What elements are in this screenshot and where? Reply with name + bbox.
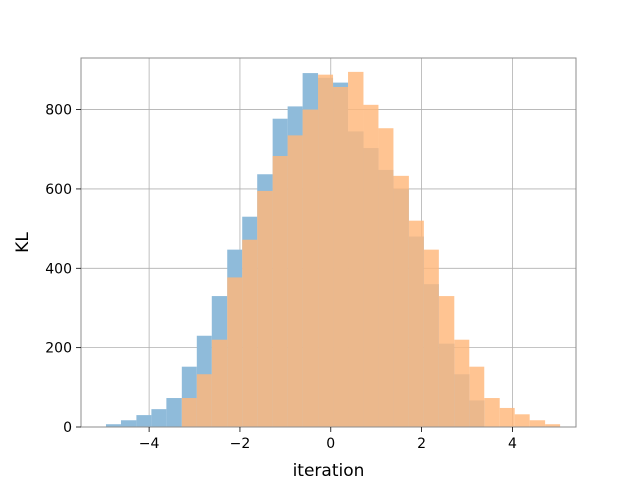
histogram-bar (196, 374, 212, 427)
y-tick-label: 200 (45, 341, 72, 357)
plot-frame (80, 57, 577, 428)
axis-ticks: −4 −2 0 2 4 0 200 400 600 800 (45, 103, 517, 452)
histogram-bar (393, 175, 409, 427)
y-tick-label: 400 (45, 261, 72, 277)
histogram-bar (363, 104, 379, 428)
histogram-bar (272, 156, 288, 427)
histogram-bar (211, 339, 228, 427)
histogram-series-2 (181, 71, 561, 428)
x-axis-label: iteration (293, 461, 365, 480)
y-tick-label: 800 (45, 103, 72, 119)
x-tick-label: 0 (326, 436, 335, 452)
histogram-bar (454, 339, 470, 427)
histogram-bar (499, 407, 515, 427)
histogram-bar (257, 190, 273, 427)
histogram-bar (469, 366, 485, 427)
histogram-bar (302, 109, 319, 428)
histogram-bar (136, 415, 152, 427)
histogram-bar (166, 398, 182, 427)
histogram-bar (514, 414, 530, 427)
y-tick-label: 0 (63, 420, 72, 436)
histogram-bar (242, 239, 258, 427)
histogram-bar (545, 424, 561, 427)
histogram-bar (484, 398, 500, 427)
x-tick-label: −4 (139, 436, 160, 452)
histogram-bar (151, 409, 167, 427)
histogram-bar (348, 71, 364, 428)
histogram-bar (181, 398, 197, 427)
histogram-bar (408, 220, 424, 427)
histogram-bar (105, 424, 121, 427)
histogram-bar (287, 135, 303, 427)
histogram-bar (529, 420, 546, 427)
histogram-bar (333, 86, 349, 428)
y-tick-label: 600 (45, 182, 72, 198)
x-tick-label: 4 (508, 436, 517, 452)
histogram-bars (105, 71, 561, 428)
histogram-bar (423, 249, 439, 427)
histogram-bar (378, 128, 394, 427)
y-axis-label: KL (13, 232, 33, 253)
x-tick-label: 2 (417, 436, 426, 452)
histogram-bar (227, 277, 243, 427)
histogram-bar (438, 296, 455, 427)
x-tick-label: −2 (230, 436, 251, 452)
histogram-bar (120, 420, 137, 427)
histogram-bar (318, 74, 334, 427)
